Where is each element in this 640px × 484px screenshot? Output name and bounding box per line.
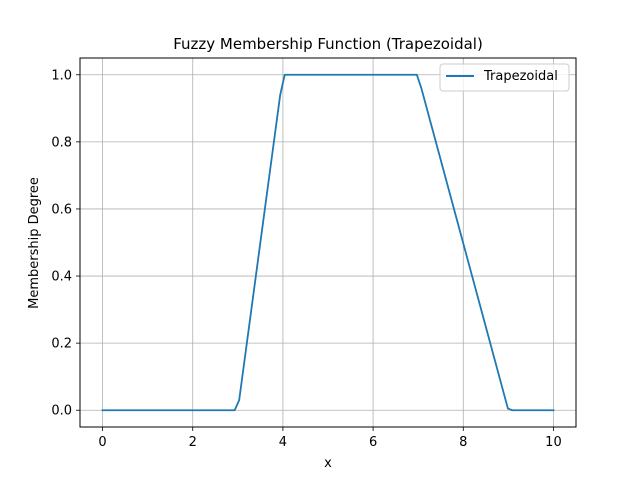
y-tick-label: 0.6	[51, 202, 72, 217]
legend-box	[439, 63, 570, 92]
x-axis-label: x	[324, 456, 332, 471]
x-tick-label: 10	[545, 435, 562, 450]
x-tick-label: 6	[369, 435, 377, 450]
series-layer	[101, 73, 555, 412]
y-tick-label: 0.0	[51, 404, 72, 419]
chart-title: Fuzzy Membership Function (Trapezoidal)	[173, 35, 483, 53]
x-tick-label: 0	[98, 435, 106, 450]
x-tick-label: 2	[189, 435, 197, 450]
y-tick-label: 0.2	[51, 337, 72, 352]
legend-label: Trapezoidal	[483, 69, 558, 84]
grid-layer	[80, 58, 576, 427]
x-tick-label: 4	[279, 435, 287, 450]
y-tick-label: 0.4	[51, 270, 72, 285]
legend: Trapezoidal	[439, 63, 570, 92]
x-tick-label: 8	[459, 435, 467, 450]
y-axis-label: Membership Degree	[27, 177, 42, 309]
series-line-trapezoidal	[101, 73, 555, 412]
y-tick-label: 0.8	[51, 135, 72, 150]
y-tick-label: 1.0	[51, 68, 72, 83]
ticks-layer: 0 2 4 6 8 10 0.0 0.2 0.4 0.6 0.8 1.0	[51, 68, 561, 450]
plot-frame	[79, 57, 577, 428]
